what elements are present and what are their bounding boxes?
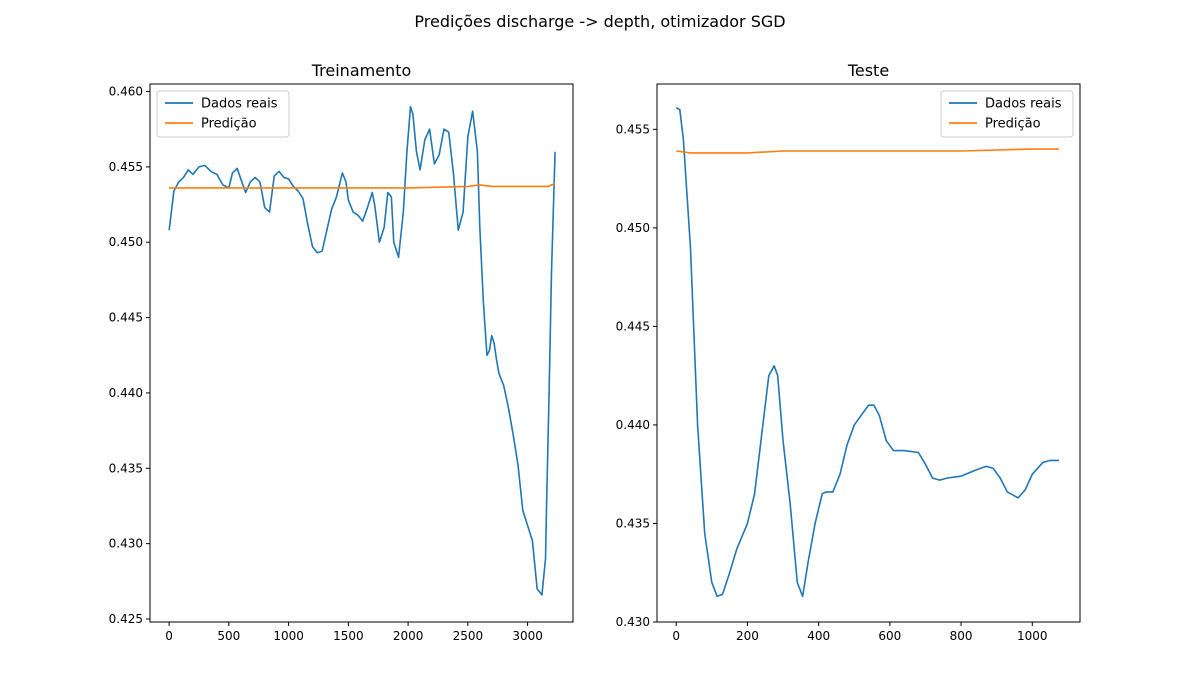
legend: Dados reais Predição: [156, 90, 290, 138]
y-tick-label: 0.435: [109, 461, 143, 475]
subplot-2: Teste 0 200 400 600 800 1000 0.430 0.435 0.440 0.4…: [616, 61, 1081, 643]
y-tick-label: 0.430: [616, 615, 650, 629]
subplot-title: Teste: [847, 61, 889, 80]
subplot-title: Treinamento: [311, 61, 412, 80]
x-tick-label: 1500: [333, 629, 364, 643]
axes-frame: [656, 83, 1081, 623]
y-tick-label: 0.455: [616, 122, 650, 136]
y-tick-label: 0.425: [109, 612, 143, 626]
y-tick-label: 0.430: [109, 537, 143, 551]
legend-label: Dados reais: [201, 97, 278, 112]
x-tick-label: 3000: [512, 629, 543, 643]
y-tick-label: 0.450: [109, 235, 143, 249]
legend-label: Predição: [985, 117, 1041, 132]
x-tick-label: 800: [950, 629, 973, 643]
figure-suptitle: Predições discharge -> depth, otimizador…: [414, 12, 785, 31]
x-tick-label: 2500: [453, 629, 484, 643]
y-tick-label: 0.450: [616, 221, 650, 235]
y-tick-label: 0.460: [109, 85, 143, 99]
y-tick-label: 0.445: [616, 319, 650, 333]
legend-label: Dados reais: [985, 97, 1062, 112]
x-tick-label: 400: [807, 629, 830, 643]
x-tick-label: 1000: [273, 629, 304, 643]
series-line-dados-reais: [168, 105, 556, 596]
x-tick-label: 2000: [393, 629, 424, 643]
subplot-1: Treinamento 0 500 1000 1500 2000 2500 3000 0.425…: [109, 61, 574, 643]
y-tick-label: 0.455: [109, 160, 143, 174]
legend-label: Predição: [201, 117, 257, 132]
x-tick-label: 1000: [1017, 629, 1048, 643]
axes-frame: [149, 83, 574, 623]
x-tick-label: 0: [672, 629, 680, 643]
x-tick-label: 200: [736, 629, 759, 643]
y-tick-label: 0.440: [109, 386, 143, 400]
y-tick-label: 0.445: [109, 311, 143, 325]
series-line-dados-reais: [675, 106, 1059, 598]
y-tick-label: 0.435: [616, 516, 650, 530]
x-tick-label: 600: [878, 629, 901, 643]
series-line-predicao: [676, 148, 1059, 154]
x-tick-label: 0: [165, 629, 173, 643]
y-tick-label: 0.440: [616, 418, 650, 432]
series-line-predicao: [169, 182, 556, 189]
legend: Dados reais Predição: [940, 90, 1074, 138]
x-tick-label: 500: [217, 629, 240, 643]
